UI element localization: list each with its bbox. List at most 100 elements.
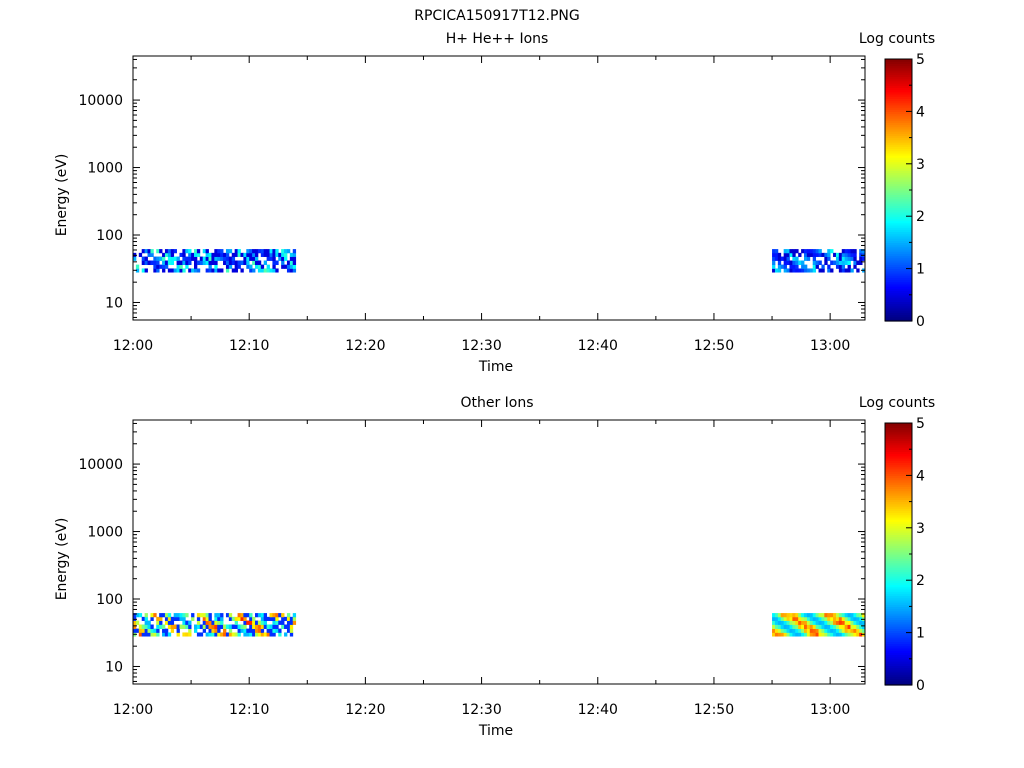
heatmap-cell (214, 632, 218, 637)
heatmap-cell (818, 632, 822, 637)
heatmap-cell (255, 260, 259, 266)
colorbar-band (885, 131, 912, 134)
heatmap-cell (223, 628, 227, 633)
heatmap-cell (862, 249, 866, 254)
heatmap-cell (147, 628, 151, 633)
heatmap-cell (806, 632, 811, 637)
heatmap-cell (286, 616, 291, 621)
heatmap-cell (286, 268, 291, 273)
colorbar-band (885, 503, 912, 507)
colorbar-band (885, 192, 912, 195)
heatmap-cell (844, 632, 848, 637)
heatmap-cell (278, 620, 282, 625)
heatmap-cell (173, 268, 177, 273)
heatmap-cell (179, 624, 183, 630)
heatmap-cell (164, 632, 169, 637)
heatmap-cell (249, 268, 253, 273)
heatmap-cell (838, 264, 843, 269)
heatmap-cell (838, 256, 843, 261)
heatmap-cell (772, 268, 776, 273)
heatmap-cell (789, 613, 793, 618)
heatmap-cell (196, 260, 201, 266)
colorbar-band (885, 176, 912, 180)
y-tick-label: 10 (105, 659, 123, 675)
heatmap-cell (141, 256, 146, 261)
heatmap-cell (179, 616, 183, 621)
colorbar-band (885, 508, 912, 511)
heatmap-cell (176, 260, 180, 266)
heatmap-cell (135, 613, 140, 618)
heatmap-cell (263, 632, 268, 637)
colorbar-band (885, 65, 912, 69)
heatmap-cell (164, 620, 169, 625)
colorbar-band (885, 222, 912, 226)
colorbar-band (885, 240, 912, 243)
heatmap-cell (214, 620, 218, 625)
heatmap-cell (269, 632, 273, 637)
heatmap-cell (859, 260, 863, 266)
heatmap-cell (269, 249, 273, 254)
heatmap-cell (182, 632, 186, 637)
colorbar-tick-label: 3 (916, 521, 925, 537)
colorbar-band (885, 109, 912, 112)
heatmap-cell (859, 616, 863, 621)
heatmap-cell (185, 632, 189, 637)
heatmap-cell (821, 613, 825, 618)
colorbar-band (885, 462, 912, 466)
heatmap-cell (809, 628, 814, 633)
heatmap-cell (275, 260, 279, 266)
heatmap-cell (844, 620, 848, 625)
colorbar-band (885, 185, 912, 189)
heatmap-cell (289, 632, 294, 637)
colorbar-band (885, 200, 912, 204)
heatmap-cell (792, 260, 796, 266)
heatmap-cell (191, 268, 195, 273)
heatmap-cell (170, 256, 175, 261)
heatmap-cell (234, 249, 238, 254)
heatmap-cell (243, 624, 247, 630)
heatmap-cell (170, 628, 175, 633)
heatmap-cell (225, 249, 230, 254)
heatmap-cell (243, 260, 247, 266)
heatmap-cell (246, 249, 250, 254)
heatmap-cell (275, 628, 279, 633)
heatmap-cell (774, 256, 779, 261)
heatmap-cell (150, 632, 154, 637)
colorbar-label: Log counts (859, 395, 935, 411)
heatmap-cell (798, 624, 802, 630)
heatmap-cell (173, 613, 177, 618)
heatmap-cell (783, 268, 787, 273)
heatmap-cell (792, 256, 796, 261)
heatmap-cell (806, 256, 811, 261)
heatmap-cell (199, 256, 204, 261)
heatmap-cell (830, 620, 834, 625)
y-axis: 10 100 1000 10000 (78, 58, 865, 318)
heatmap-cell (257, 264, 262, 269)
heatmap-cell (164, 628, 169, 633)
heatmap-cell (217, 628, 221, 633)
heatmap-cell (220, 252, 224, 257)
heatmap-cell (777, 616, 782, 621)
heatmap-cell (214, 256, 218, 261)
colorbar-band (885, 671, 912, 675)
colorbar-band (885, 468, 912, 472)
heatmap-cell (804, 628, 808, 633)
heatmap-cell (164, 260, 169, 266)
heatmap-cell (208, 632, 212, 637)
colorbar-band (885, 72, 912, 75)
heatmap-cell (272, 256, 276, 261)
colorbar-band (885, 248, 912, 252)
colorbar-band (885, 630, 912, 634)
heatmap-cell (789, 252, 793, 257)
heatmap-cell (133, 628, 137, 633)
colorbar-tick-label: 5 (916, 52, 925, 68)
heatmap-cell (275, 249, 279, 254)
heatmap-cell (835, 252, 840, 257)
heatmap-cell (838, 628, 843, 633)
heatmap-cell (830, 260, 834, 266)
x-tick-label: 13:00 (810, 338, 850, 354)
heatmap-cell (266, 628, 270, 633)
colorbar-band (885, 612, 912, 616)
heatmap-cell (795, 628, 799, 633)
heatmap-cell (191, 613, 195, 618)
